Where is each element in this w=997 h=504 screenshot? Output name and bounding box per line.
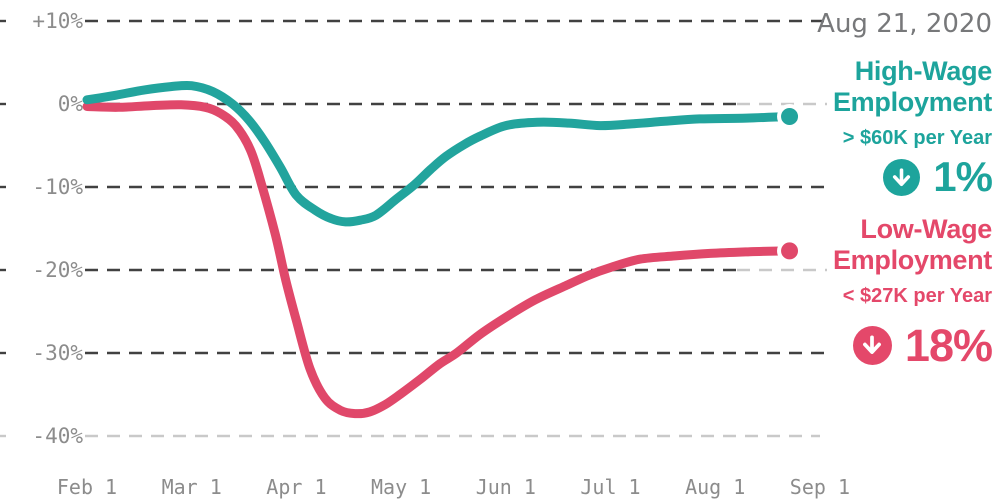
series-line — [82, 80, 794, 227]
x-axis-label: May 1 — [370, 475, 432, 499]
y-axis-label: -10% — [32, 175, 83, 199]
y-axis-label: +10% — [32, 9, 83, 33]
x-axis-label: Jul 1 — [580, 475, 641, 499]
low-wage-title: Low-Wage Employment — [662, 214, 992, 276]
x-axis-label: Mar 1 — [161, 475, 222, 499]
date-label: Aug 21, 2020 — [817, 9, 992, 39]
x-axis-label: Feb 1 — [56, 475, 118, 499]
series-endpoint-dot — [777, 103, 803, 129]
annotation-panel: Aug 21, 2020 High-Wage Employment > $60K… — [662, 0, 993, 371]
high-wage-change-value: 1% — [933, 153, 993, 200]
x-axis-label: Aug 1 — [685, 475, 746, 499]
high-wage-subtitle: > $60K per Year — [842, 127, 992, 149]
y-axis-label: 0% — [57, 92, 83, 116]
y-axis-label: -20% — [32, 258, 83, 282]
series-endpoint-dot — [777, 238, 803, 264]
x-axis-label: Apr 1 — [266, 475, 327, 499]
y-axis-label: -30% — [32, 341, 83, 365]
high-wage-title-line1: High-Wage — [854, 56, 993, 86]
low-wage-title-line1: Low-Wage — [860, 214, 992, 244]
y-axis-label: -40% — [32, 424, 83, 448]
high-wage-title-line2: Employment — [832, 87, 992, 117]
high-wage-title: High-Wage Employment — [662, 56, 992, 118]
low-wage-change: 18% — [662, 319, 993, 371]
down-arrow-icon — [883, 158, 921, 196]
x-axis-label: Jun 1 — [475, 475, 536, 499]
series-line — [82, 100, 794, 419]
low-wage-legend: Low-Wage Employment < $27K per Year 18% — [662, 214, 993, 371]
x-axis-label: Sep 1 — [789, 475, 850, 499]
low-wage-change-value: 18% — [904, 319, 993, 371]
low-wage-title-line2: Employment — [832, 245, 992, 275]
low-wage-subtitle: < $27K per Year — [842, 285, 992, 307]
down-arrow-icon — [852, 325, 892, 365]
high-wage-legend: High-Wage Employment > $60K per Year 1% — [662, 56, 993, 200]
high-wage-change: 1% — [662, 153, 993, 200]
